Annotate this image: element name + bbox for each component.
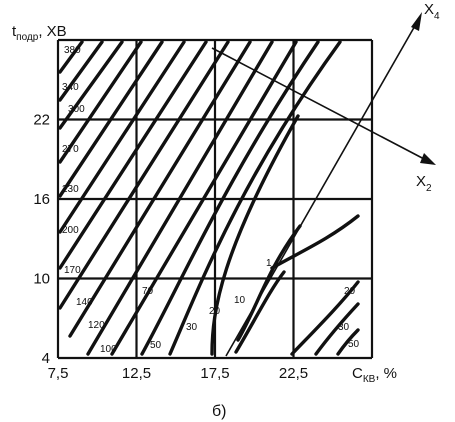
contour-label: 170 [64, 265, 81, 276]
isoline [236, 224, 302, 342]
contour-label: 200 [62, 225, 79, 236]
x2-label: X2 [416, 173, 432, 194]
isoline [234, 270, 286, 354]
tick-labels: 7,5 12,5 17,5 22,5 4 10 16 22 [33, 112, 308, 383]
contour-label: 380 [64, 45, 81, 56]
x-tick-label: 22,5 [279, 365, 308, 382]
contour-label: 70 [142, 286, 154, 297]
isoline [140, 40, 320, 356]
x4-arrowhead [411, 12, 422, 31]
grid-lines [56, 38, 374, 360]
isoline [58, 40, 164, 198]
contour-label: 20 [209, 306, 221, 317]
vector-axes: X4 X2 [211, 1, 440, 357]
isoline [58, 40, 186, 234]
isoline [314, 302, 360, 356]
x2-arrowhead [420, 153, 436, 165]
isoline [58, 40, 208, 270]
y-axis-title: tподр, ХВ [12, 23, 67, 43]
contour-label: 300 [68, 104, 85, 115]
x-tick-label: 12,5 [122, 365, 151, 382]
isoline [336, 328, 360, 356]
contour-label: 230 [62, 184, 79, 195]
isoline [110, 40, 298, 356]
isoline [68, 40, 252, 338]
contour-label: 50 [150, 340, 162, 351]
contour-label: 20 [344, 286, 356, 297]
contour-label: 30 [186, 322, 198, 333]
isoline [210, 114, 300, 356]
isoline [270, 214, 360, 270]
figure-caption: б) [212, 403, 227, 420]
y-tick-label: 10 [33, 271, 50, 288]
x4-axis-line [225, 23, 417, 357]
y-tick-label: 4 [42, 350, 50, 367]
isoline [58, 40, 104, 102]
contour-label: 10 [234, 295, 246, 306]
isoline [290, 280, 360, 356]
x-tick-label: 7,5 [48, 365, 69, 382]
contour-label: 140 [76, 297, 93, 308]
contour-label: 270 [62, 144, 79, 155]
isoline [58, 40, 143, 164]
contour-label: 50 [348, 339, 360, 350]
y-tick-label: 16 [33, 191, 50, 208]
isoline [168, 40, 342, 356]
isoline [58, 40, 84, 74]
contour-label: 120 [88, 320, 105, 331]
isoline [58, 40, 124, 130]
contour-label: 30 [338, 322, 350, 333]
x2-axis-line [211, 47, 427, 161]
isoline [58, 40, 230, 310]
x-tick-label: 17,5 [200, 365, 229, 382]
y-tick-label: 22 [33, 112, 50, 129]
contour-label: 100 [100, 344, 117, 355]
isoline [86, 40, 274, 356]
contour-labels: 380 340 300 270 230 200 170 140 120 100 … [62, 45, 360, 355]
isolines [58, 40, 360, 356]
x-axis-title: CКВ, % [352, 365, 397, 385]
contour-label: 1 [266, 258, 272, 269]
contour-label: 340 [62, 82, 79, 93]
x4-label: X4 [424, 1, 440, 22]
